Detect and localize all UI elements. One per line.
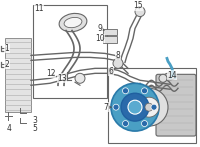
- Circle shape: [142, 121, 148, 127]
- Bar: [103, 36, 117, 44]
- Circle shape: [113, 104, 119, 110]
- Ellipse shape: [59, 13, 87, 32]
- Bar: [103, 29, 117, 35]
- Circle shape: [128, 100, 142, 114]
- Circle shape: [75, 73, 85, 83]
- Text: 5: 5: [33, 124, 37, 133]
- Circle shape: [135, 7, 145, 17]
- Text: 9: 9: [98, 24, 102, 33]
- Circle shape: [121, 93, 149, 121]
- Circle shape: [145, 103, 153, 111]
- Circle shape: [122, 88, 128, 94]
- Text: 8: 8: [116, 51, 120, 60]
- Text: 4: 4: [7, 124, 11, 133]
- Circle shape: [151, 104, 157, 110]
- Text: 13: 13: [57, 74, 67, 83]
- Text: 6: 6: [109, 67, 113, 76]
- Circle shape: [111, 83, 159, 131]
- Bar: [33, 5, 107, 98]
- Text: 1: 1: [5, 44, 9, 53]
- FancyBboxPatch shape: [156, 74, 196, 136]
- Text: 3: 3: [33, 116, 37, 125]
- Circle shape: [142, 88, 148, 94]
- Text: 2: 2: [5, 60, 9, 69]
- Text: 11: 11: [34, 4, 44, 13]
- Text: 14: 14: [167, 71, 177, 80]
- Text: 7: 7: [104, 103, 108, 112]
- Ellipse shape: [164, 73, 176, 80]
- Text: 10: 10: [95, 34, 105, 43]
- Circle shape: [159, 74, 167, 82]
- Bar: [108, 68, 196, 143]
- Circle shape: [130, 88, 168, 126]
- Circle shape: [122, 121, 128, 127]
- Bar: [5, 39, 31, 112]
- Circle shape: [113, 58, 123, 68]
- Text: 12: 12: [46, 69, 56, 78]
- Text: 15: 15: [133, 1, 143, 10]
- Ellipse shape: [64, 17, 82, 28]
- Circle shape: [139, 97, 159, 117]
